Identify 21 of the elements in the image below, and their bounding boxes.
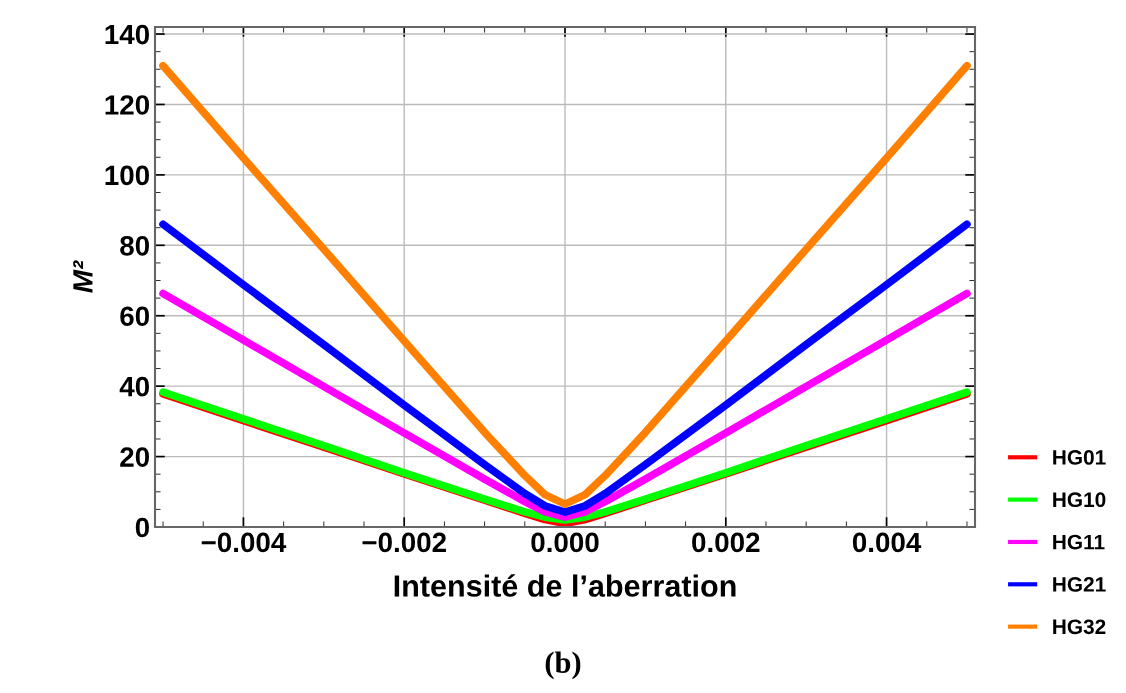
legend-label: HG10 (1053, 492, 1106, 508)
y-tick-label: 100 (105, 165, 150, 186)
x-tick-label: −0.002 (362, 532, 446, 553)
y-tick-label: 120 (105, 95, 150, 115)
x-tick-label: 0.004 (852, 532, 922, 553)
legend-label: HG21 (1053, 577, 1106, 592)
y-tick-label: 0 (135, 517, 149, 538)
legend-label: HG01 (1053, 450, 1106, 465)
text: (b) (545, 651, 581, 680)
legend-label: HG11 (1053, 534, 1105, 550)
x-axis-title: Intensité de l’aberration (394, 574, 736, 597)
y-tick-label: 60 (120, 306, 149, 327)
y-tick-label: 80 (120, 235, 149, 256)
x-tick-label: 0.002 (692, 532, 760, 553)
x-tick-label: 0.000 (531, 532, 599, 553)
x-tick-label: −0.004 (201, 532, 287, 553)
y-tick-label: 20 (120, 447, 149, 467)
legend-label: HG32 (1053, 619, 1106, 635)
y-tick-label: 140 (105, 24, 150, 45)
y-tick-label: 40 (119, 376, 149, 397)
y-axis-title: M² (73, 260, 93, 293)
